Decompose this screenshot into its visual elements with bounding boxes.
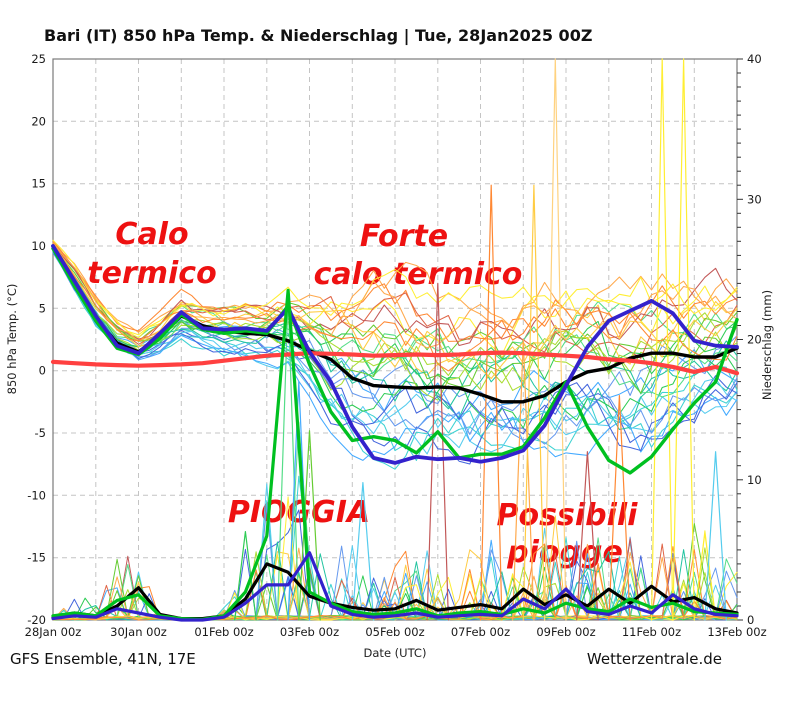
series-line-operational-run-temperature (51, 244, 739, 465)
ensemble-member-temperature-line (52, 250, 738, 445)
ensemble-member-temperature-line (52, 251, 738, 452)
precipitation-spike (234, 530, 257, 621)
x-tick-label: 28Jan 00z (25, 625, 82, 639)
y-left-tick-label: 15 (31, 177, 46, 191)
y-right-tick-label: 30 (747, 192, 762, 206)
precipitation-spike (704, 451, 727, 621)
y-left-tick-label: -15 (27, 551, 46, 565)
x-tick-label: 30Jan 00z (110, 625, 167, 639)
y-left-tick-label: 10 (31, 239, 46, 253)
ensemble-member-temperature-line (52, 244, 738, 398)
precipitation-spike (543, 58, 567, 621)
x-tick-label: 01Feb 00z (194, 625, 253, 639)
precipitation-spike (426, 282, 449, 621)
y-right-tick-label: 40 (747, 52, 762, 66)
annotation-calo-termico-line1: Calo (115, 217, 188, 252)
y-left-tick-label: 25 (31, 52, 46, 66)
precipitation-spike (672, 58, 695, 621)
precipitation-spike (576, 451, 599, 621)
precipitation-spike (522, 184, 546, 621)
y-left-tick-label: -10 (27, 488, 46, 502)
precipitation-spike (608, 395, 631, 621)
ensemble-member-temperature-line (52, 248, 738, 431)
y-axis-left-title: 850 hPa Temp. (°C) (5, 284, 19, 395)
x-tick-label: 05Feb 00z (365, 625, 424, 639)
ensemble-member-temperature-line (52, 243, 738, 347)
precipitation-spike (351, 482, 375, 621)
series-line-control-run-temperature (51, 246, 739, 475)
ensemble-member-temperature-line (52, 252, 738, 461)
chart-title: Bari (IT) 850 hPa Temp. & Niederschlag |… (44, 26, 592, 46)
ensemble-member-temperature-line (52, 246, 738, 429)
annotation-calo-termico-line2: termico (87, 256, 216, 291)
ensemble-member-temperature-line (52, 243, 738, 372)
y-left-tick-label: -5 (35, 426, 46, 440)
x-tick-label: 07Feb 00z (451, 625, 510, 639)
annotation-forte-calo-termico-line2: calo termico (314, 257, 523, 292)
x-axis-title: Date (UTC) (364, 646, 427, 660)
series-line-climate-mean-temperature (50, 350, 740, 376)
y-right-tick-label: 0 (747, 613, 754, 627)
x-tick-label: 11Feb 00z (622, 625, 681, 639)
annotation-possibili-piogge-line1: Possibili (497, 498, 639, 533)
grid-layer: 25 20 15 10 5 0 -5 -10 -15 -20 0 10 20 30 40 28Jan 00z 3… (25, 52, 767, 639)
data-layer (50, 58, 740, 622)
precipitation-spike (511, 338, 535, 621)
ensemble-member-temperature-line (52, 239, 738, 339)
x-tick-label: 09Feb 00z (536, 625, 595, 639)
ensemble-member-temperature-line (52, 248, 738, 455)
y-left-tick-label: -20 (27, 613, 46, 627)
precipitation-spike (298, 430, 321, 621)
model-info-label: GFS Ensemble, 41N, 17E (10, 650, 196, 668)
y-left-tick-label: 0 (39, 364, 46, 378)
x-tick-label: 13Feb 00z (707, 625, 766, 639)
watermark-label: Wetterzentrale.de (587, 650, 722, 668)
y-right-tick-label: 10 (747, 473, 762, 487)
y-left-tick-label: 20 (31, 114, 46, 128)
annotation-forte-calo-termico-line1: Forte (360, 219, 448, 254)
y-axis-right-title: Niederschlag (mm) (760, 290, 774, 400)
y-left-tick-label: 5 (39, 301, 46, 315)
ensemble-member-temperature-line (52, 239, 738, 333)
precipitation-spike (479, 184, 503, 621)
x-tick-label: 03Feb 00z (280, 625, 339, 639)
y-right-tick-label: 20 (747, 333, 762, 347)
series-line-operational-run-precipitation (51, 551, 739, 622)
